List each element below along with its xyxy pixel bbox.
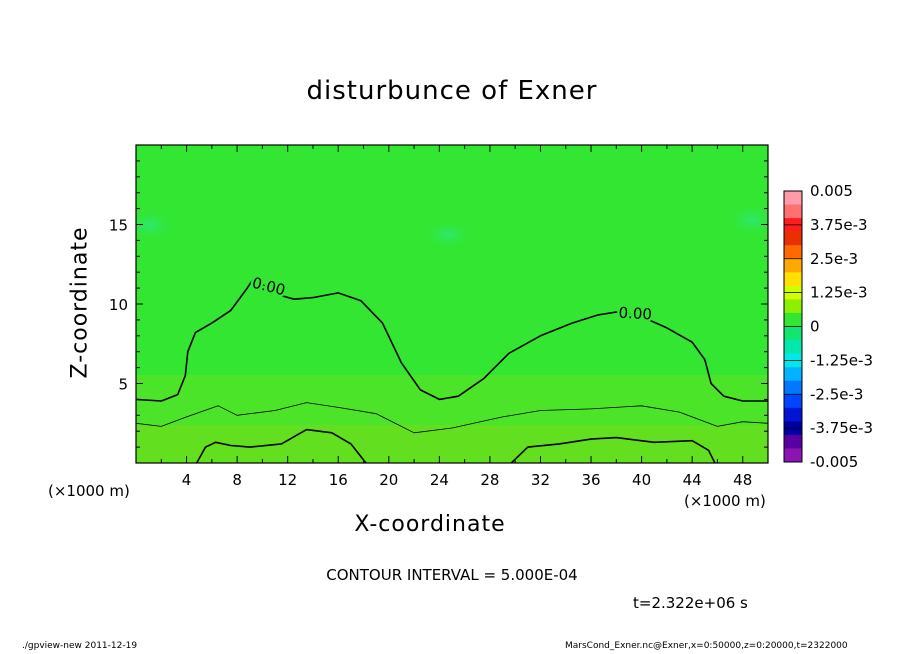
colorbar-cell [784,231,802,246]
x-tick-label: 24 [430,471,449,489]
x-tick-label: 8 [232,471,242,489]
x-tick-label: 28 [480,471,499,489]
time-text: t=2.322e+06 s [633,594,748,612]
colorbar-cell [784,380,802,395]
x-unit-label-left: (×1000 m) [48,482,130,500]
colorbar-cell [784,407,802,422]
colorbar-cell [784,367,802,381]
x-tick-label: 36 [581,471,600,489]
field-patch-center [420,219,476,251]
contour-line-lower-left [196,428,367,463]
y-tick-label: 15 [109,217,128,235]
chart-title: disturbunce of Exner [306,76,598,106]
colorbar-cell [784,272,802,287]
colorbar-label: 0.005 [810,182,853,200]
y-tick-label: 10 [109,296,128,314]
colorbar-label: -2.5e-3 [810,385,863,403]
colorbar-label: 3.75e-3 [810,216,868,234]
colorbar-cell [784,312,802,327]
contour-label: 0.00 [618,304,652,324]
colorbar-cell [784,204,802,219]
colorbar-cell [784,326,802,341]
colorbar-cell [784,340,802,354]
contour-line-zero [136,277,768,402]
colorbar-label: -0.005 [810,453,858,471]
colorbar-cell [784,299,802,314]
field-patch-left [136,207,178,243]
x-tick-label: 4 [182,471,192,489]
bottom-layer-band [136,425,768,463]
x-tick-label: 16 [329,471,348,489]
colorbar-label: 1.25e-3 [810,284,868,302]
x-unit-label-right: (×1000 m) [684,492,766,510]
field-patch-right [724,202,768,238]
footer-left: ./gpview-new 2011-12-19 [22,641,138,651]
colorbar-cell [784,434,802,449]
x-tick-label: 32 [531,471,550,489]
colorbar-label: 0 [810,318,820,336]
y-tick-label: 5 [118,376,128,394]
colorbar-cell [784,448,802,463]
colorbar-cell [784,191,802,205]
colorbar-cell [784,394,802,409]
x-axis-label: X-coordinate [354,512,506,537]
x-tick-label: 20 [379,471,398,489]
colorbar-label: 2.5e-3 [810,250,858,268]
x-tick-label: 44 [683,471,702,489]
colorbar-label: -3.75e-3 [810,419,873,437]
contour-interval-text: CONTOUR INTERVAL = 5.000E-04 [326,566,578,584]
contour-line-lower-right [510,436,716,463]
x-tick-label: 48 [733,471,752,489]
contour-line-thin [136,402,768,434]
colorbar-label: -1.25e-3 [810,351,873,369]
colorbar-cell [784,245,802,260]
footer-right: MarsCond_Exner.nc@Exner,x=0:50000,z=0:20… [565,641,848,651]
shaded-field: 0.000.000.000.00 [136,145,768,463]
x-tick-label: 12 [278,471,297,489]
x-tick-label: 40 [632,471,651,489]
contour-label-halo: 0.00 [618,304,652,324]
colorbar-cell [784,258,802,273]
